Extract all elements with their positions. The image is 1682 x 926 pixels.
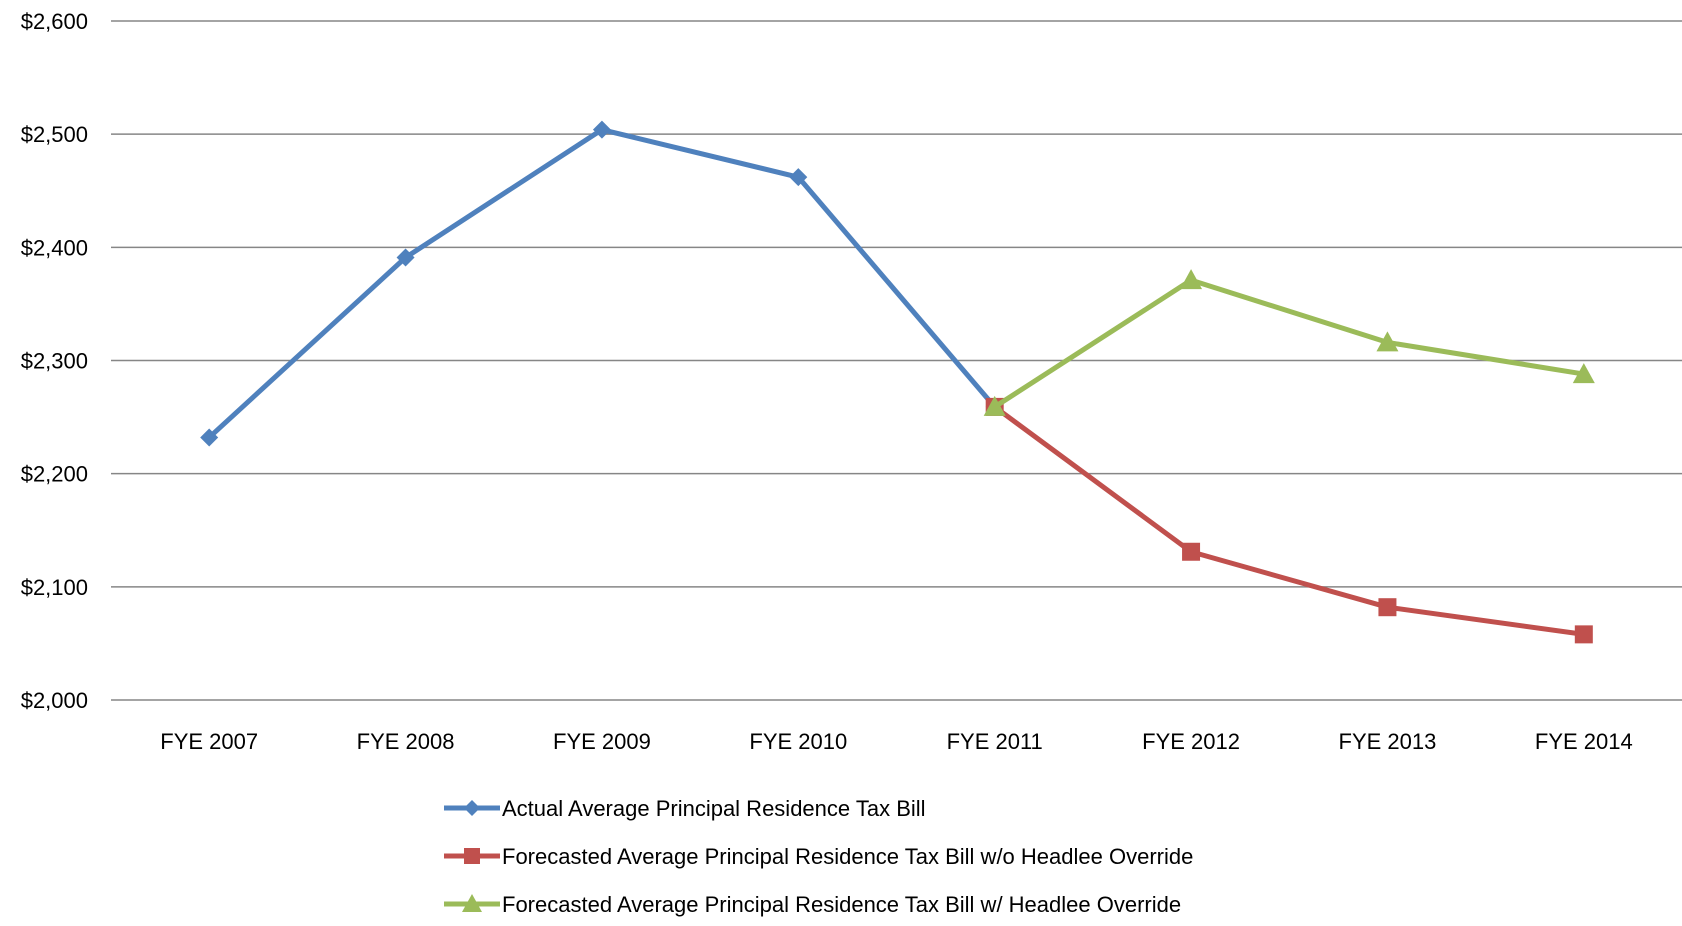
y-tick-label: $2,300 xyxy=(21,349,88,374)
series-forecasted-average-principal-residence-tax-bill-w-headlee-override xyxy=(983,269,1595,416)
data-point xyxy=(1182,542,1201,561)
y-tick-label: $2,500 xyxy=(21,122,88,147)
x-tick-label: FYE 2008 xyxy=(357,729,455,754)
x-tick-label: FYE 2007 xyxy=(160,729,258,754)
data-point xyxy=(1574,625,1593,644)
x-axis-tick-labels: FYE 2007 FYE 2008 FYE 2009 FYE 2010 FYE 2011… xyxy=(160,729,1632,754)
y-tick-label: $2,600 xyxy=(21,9,88,34)
legend-label: Forecasted Average Principal Residence T… xyxy=(502,844,1193,869)
y-tick-label: $2,400 xyxy=(21,235,88,260)
legend-swatch-marker xyxy=(464,800,480,816)
x-tick-label: FYE 2014 xyxy=(1535,729,1633,754)
legend-item: Forecasted Average Principal Residence T… xyxy=(444,892,1181,917)
legend-swatch-marker xyxy=(464,848,480,864)
data-point xyxy=(396,248,415,267)
data-point xyxy=(592,120,611,139)
y-axis-tick-labels: $2,000 $2,100 $2,200 $2,300 $2,400 $2,500 $2,6… xyxy=(21,9,88,713)
series-line xyxy=(992,404,1587,637)
data-point xyxy=(983,395,1006,416)
series-actual-average-principal-residence-tax-bill xyxy=(200,120,1004,447)
data-point xyxy=(1572,363,1595,384)
x-tick-label: FYE 2012 xyxy=(1142,729,1240,754)
data-point xyxy=(789,168,808,187)
legend-swatch-marker xyxy=(462,894,482,912)
series-line xyxy=(206,127,998,440)
legend-label: Actual Average Principal Residence Tax B… xyxy=(502,796,926,821)
data-point xyxy=(1376,331,1399,352)
x-tick-label: FYE 2013 xyxy=(1339,729,1437,754)
legend-label: Forecasted Average Principal Residence T… xyxy=(502,892,1181,917)
legend: Actual Average Principal Residence Tax B… xyxy=(444,796,1193,917)
y-tick-label: $2,000 xyxy=(21,688,88,713)
x-tick-label: FYE 2010 xyxy=(749,729,847,754)
y-tick-label: $2,200 xyxy=(21,462,88,487)
x-tick-label: FYE 2009 xyxy=(553,729,651,754)
gridlines xyxy=(111,20,1682,701)
series-line xyxy=(992,277,1587,410)
legend-item: Actual Average Principal Residence Tax B… xyxy=(444,796,926,821)
legend-item: Forecasted Average Principal Residence T… xyxy=(444,844,1193,869)
series-forecasted-average-principal-residence-tax-bill-w-o-headlee-override xyxy=(985,397,1593,644)
data-point xyxy=(200,428,219,447)
y-tick-label: $2,100 xyxy=(21,575,88,600)
x-tick-label: FYE 2011 xyxy=(947,729,1043,754)
data-point xyxy=(1180,269,1203,290)
series-lines xyxy=(200,120,1595,644)
data-point xyxy=(1378,598,1397,617)
